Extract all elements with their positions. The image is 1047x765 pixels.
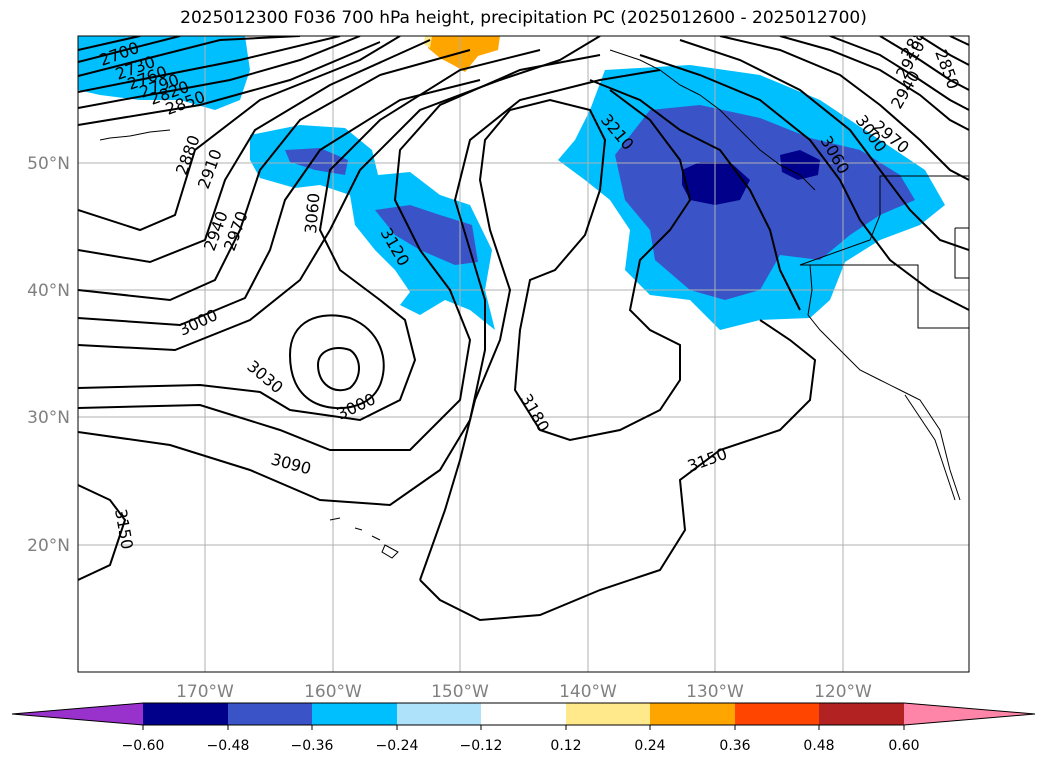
colorbar-tick-label: 0.48 bbox=[803, 738, 834, 754]
lon-label: 140°W bbox=[559, 682, 617, 702]
colorbar-bin bbox=[819, 703, 904, 725]
lon-label: 160°W bbox=[304, 682, 362, 702]
colorbar-tick-label: 0.12 bbox=[550, 738, 581, 754]
colorbar-tick-label: −0.36 bbox=[291, 738, 334, 754]
colorbar-tick-label: 0.24 bbox=[634, 738, 665, 754]
height-contours bbox=[78, 36, 969, 622]
colorbar-bin bbox=[397, 703, 481, 725]
colorbar-bin bbox=[143, 703, 228, 725]
colorbar-bin bbox=[481, 703, 566, 725]
colorbar-bin bbox=[566, 703, 650, 725]
colorbar-extend-low bbox=[12, 703, 143, 725]
precip-area-northwest bbox=[78, 36, 250, 110]
lon-label: 130°W bbox=[686, 682, 744, 702]
gridlines bbox=[78, 36, 969, 672]
colorbar-tick-label: −0.48 bbox=[207, 738, 250, 754]
precip-area-central-dark-2 bbox=[375, 205, 478, 265]
lat-label: 20°N bbox=[27, 536, 70, 556]
colorbar-tick-label: −0.60 bbox=[122, 738, 165, 754]
colorbar-tick-label: −0.12 bbox=[460, 738, 503, 754]
colorbar-tick-label: −0.24 bbox=[376, 738, 419, 754]
colorbar-bin bbox=[228, 703, 312, 725]
contour-label: 3060 bbox=[301, 192, 323, 234]
map-frame bbox=[77, 35, 970, 673]
colorbar-tick-label: 0.36 bbox=[719, 738, 750, 754]
colorbar-tick-label: 0.60 bbox=[888, 738, 919, 754]
longitude-labels: 170°W 160°W 150°W 140°W 130°W 120°W bbox=[176, 682, 872, 702]
lat-label: 50°N bbox=[27, 154, 70, 174]
latitude-labels: 50°N 40°N 30°N 20°N bbox=[27, 154, 70, 556]
lon-label: 150°W bbox=[431, 682, 489, 702]
lat-label: 40°N bbox=[27, 281, 70, 301]
colorbar-bin bbox=[735, 703, 819, 725]
colorbar-extend-high bbox=[904, 703, 1035, 725]
colorbar-bin bbox=[312, 703, 397, 725]
precip-area-positive-light bbox=[424, 36, 432, 48]
lon-label: 170°W bbox=[176, 682, 234, 702]
precip-area-northeast-dark bbox=[615, 105, 915, 300]
coastlines bbox=[99, 49, 969, 559]
lat-label: 30°N bbox=[27, 408, 70, 428]
precip-area-positive bbox=[428, 36, 500, 72]
precip-area-northeast-core-2 bbox=[780, 150, 820, 180]
page-title: 2025012300 F036 700 hPa height, precipit… bbox=[180, 8, 867, 28]
colorbar-bin bbox=[650, 703, 735, 725]
precip-area-northeast-core bbox=[682, 162, 750, 205]
lon-label: 120°W bbox=[814, 682, 872, 702]
colorbar: −0.60 −0.48 −0.36 −0.24 −0.12 0.12 0.24 … bbox=[11, 702, 1036, 754]
precip-area-central bbox=[250, 125, 495, 330]
